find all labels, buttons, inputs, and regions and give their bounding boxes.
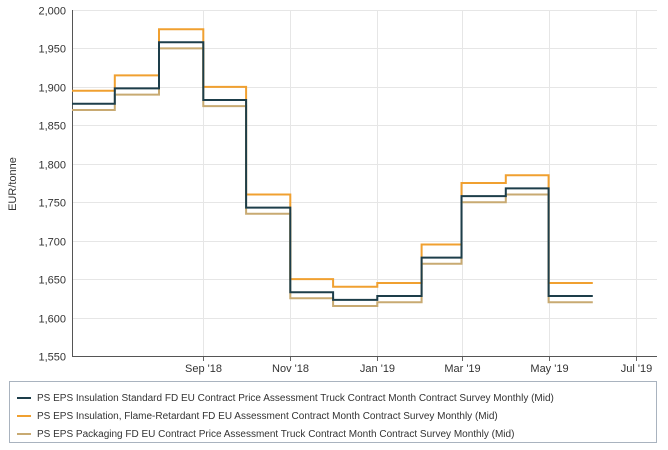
series-line-0 bbox=[72, 41, 593, 301]
legend: PS EPS Insulation Standard FD EU Contrac… bbox=[9, 381, 657, 443]
y-tick-label: 2,000 bbox=[38, 6, 66, 18]
legend-item-packaging[interactable]: PS EPS Packaging FD EU Contract Price As… bbox=[10, 425, 656, 443]
series-line-1 bbox=[72, 28, 593, 288]
y-axis-title: EUR/tonne bbox=[7, 157, 19, 211]
legend-swatch bbox=[17, 433, 31, 435]
y-tick-label: 1,900 bbox=[38, 83, 66, 95]
y-tick-label: 1,700 bbox=[38, 237, 66, 249]
x-tick-label: Jul '19 bbox=[621, 363, 652, 375]
x-tick-label: May '19 bbox=[530, 363, 568, 375]
x-tick-label: Jan '19 bbox=[360, 363, 395, 375]
x-tick-label: Sep '18 bbox=[185, 363, 222, 375]
y-tick-label: 1,800 bbox=[38, 160, 66, 172]
y-tick-label: 1,950 bbox=[38, 44, 66, 56]
x-tick-label: Nov '18 bbox=[272, 363, 309, 375]
y-tick-label: 1,750 bbox=[38, 198, 66, 210]
x-tick-label: Mar '19 bbox=[444, 363, 480, 375]
legend-label: PS EPS Insulation, Flame-Retardant FD EU… bbox=[37, 410, 498, 422]
legend-swatch bbox=[17, 397, 31, 399]
y-tick-label: 1,600 bbox=[38, 314, 66, 326]
legend-label: PS EPS Insulation Standard FD EU Contrac… bbox=[37, 392, 554, 404]
legend-swatch bbox=[17, 415, 31, 417]
y-tick-label: 1,650 bbox=[38, 275, 66, 287]
legend-label: PS EPS Packaging FD EU Contract Price As… bbox=[37, 428, 515, 440]
legend-item-insulation-flame-retardant[interactable]: PS EPS Insulation, Flame-Retardant FD EU… bbox=[10, 407, 656, 425]
legend-item-insulation-standard[interactable]: PS EPS Insulation Standard FD EU Contrac… bbox=[10, 389, 656, 407]
y-tick-label: 1,550 bbox=[38, 352, 66, 364]
y-tick-label: 1,850 bbox=[38, 121, 66, 133]
plot-area: 1,550 1,600 1,650 1,700 1,750 1,800 1,850 1,900… bbox=[7, 6, 657, 375]
